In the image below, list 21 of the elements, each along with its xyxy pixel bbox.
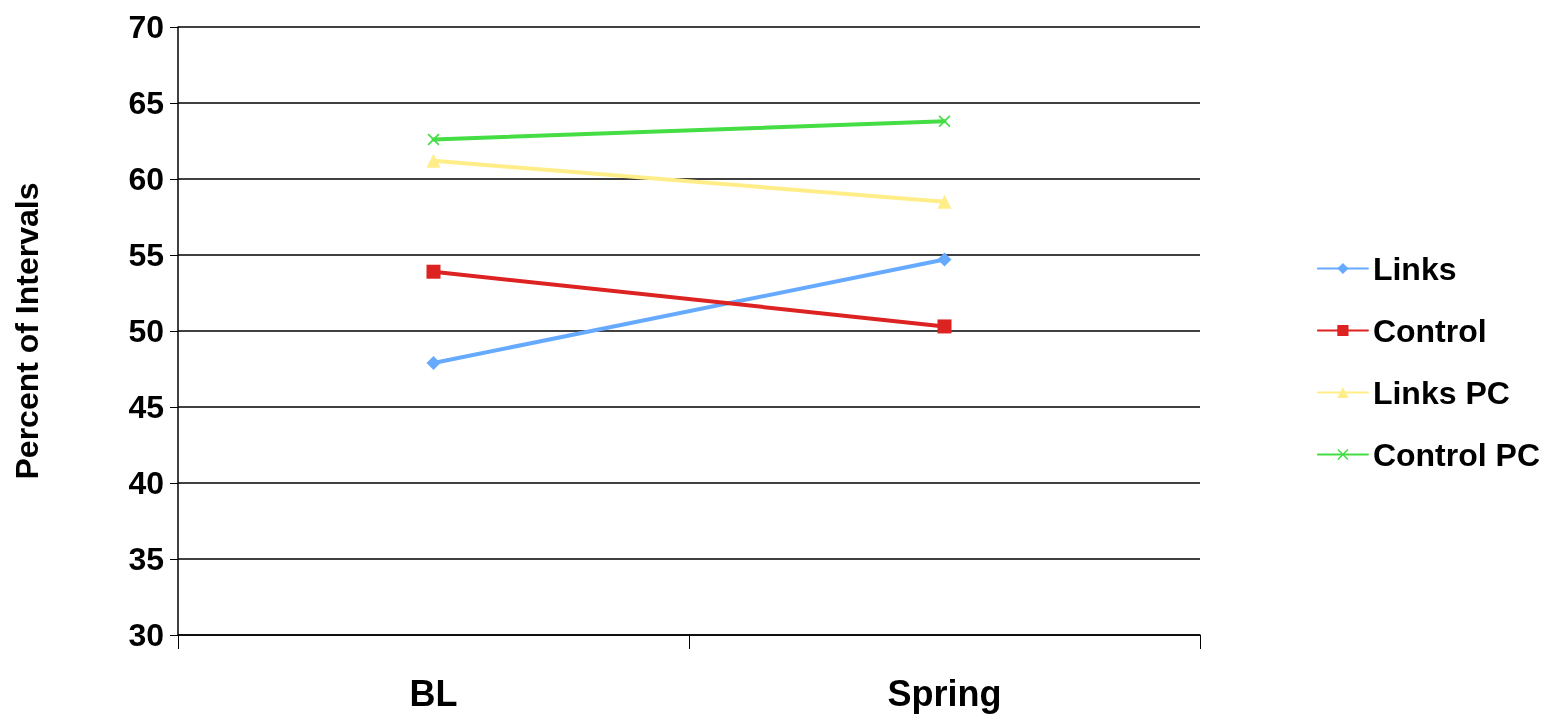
y-tick-label: 40 [128,465,164,501]
y-axis-title: Percent of Intervals [9,182,45,480]
legend-label: Links PC [1372,374,1510,411]
point [426,264,441,279]
legend-label: Links [1372,250,1457,287]
y-tick-label: 55 [128,237,164,273]
x-tick-label: BL [409,672,458,714]
point [937,319,952,334]
y-tick-label: 35 [128,541,164,577]
y-tick-label: 60 [128,161,164,197]
x-tick-label: Spring [887,672,1002,714]
legend-label: Control [1372,312,1487,349]
point [426,355,441,370]
point [937,252,952,267]
point [427,133,440,146]
y-tick-label: 50 [128,313,164,349]
y-tick-label: 65 [128,85,164,121]
legend-label: Control PC [1372,436,1540,473]
y-tick-label: 30 [128,617,164,653]
y-tick-label: 70 [128,9,164,45]
y-tick-label: 45 [128,389,164,425]
